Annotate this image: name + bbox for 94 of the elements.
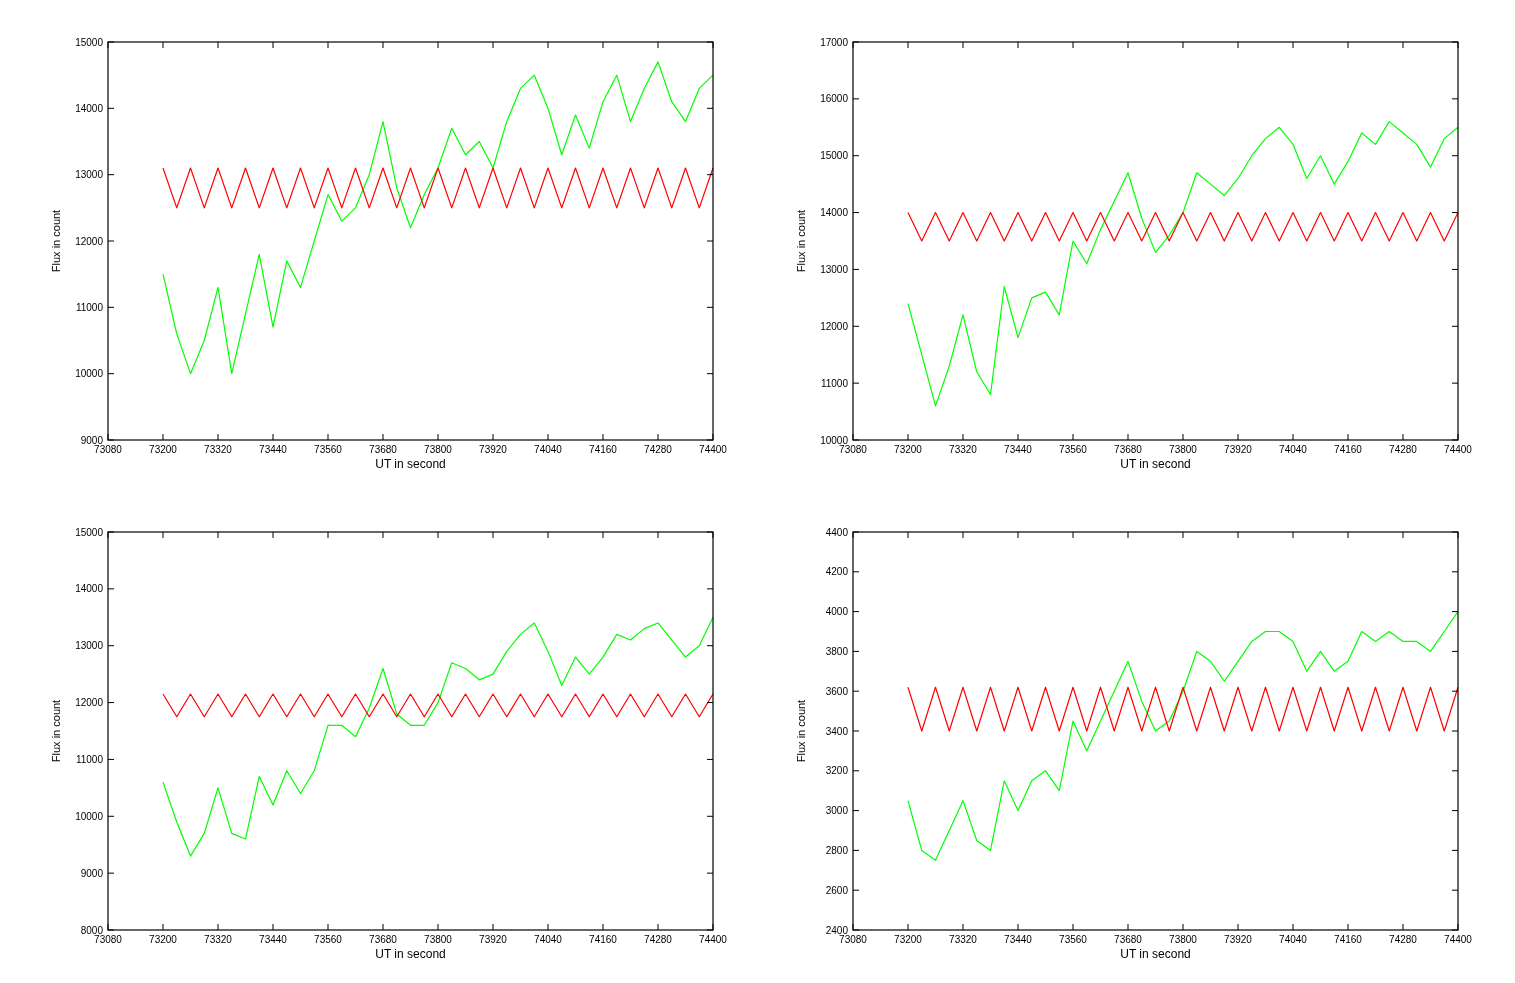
x-axis-title: UT in second [375,947,446,961]
x-tick-label: 74040 [1279,444,1308,455]
y-tick-label: 17000 [820,36,849,48]
y-tick-label: 2400 [825,924,849,936]
x-tick-label: 73680 [369,934,398,945]
x-tick-label: 73680 [369,444,398,455]
x-tick-label: 73320 [949,444,978,455]
x-tick-label: 74160 [1334,444,1363,455]
line-series [907,121,1459,407]
y-tick-label: 15000 [75,526,104,538]
x-axis-title: UT in second [1120,457,1191,471]
y-tick-label: 12000 [75,697,104,709]
y-tick-label: 2800 [825,844,849,856]
y-tick-label: 12000 [75,235,104,247]
x-tick-label: 73200 [149,934,178,945]
y-tick-label: 4200 [825,566,849,578]
y-tick-label: 13000 [820,263,849,275]
x-tick-label: 73920 [479,444,508,455]
x-tick-label: 73320 [949,934,978,945]
x-tick-label: 73200 [149,444,178,455]
x-tick-label: 73200 [894,934,923,945]
y-tick-label: 16000 [820,93,849,105]
x-tick-label: 73440 [1004,444,1033,455]
y-tick-label: 4400 [825,526,849,538]
y-tick-label: 14000 [75,583,104,595]
x-tick-label: 73080 [839,934,868,945]
x-tick-label: 73440 [259,444,288,455]
x-tick-label: 73080 [839,444,868,455]
x-axis-title: UT in second [1120,947,1191,961]
x-tick-label: 73080 [94,934,123,945]
x-tick-label: 73440 [259,934,288,945]
y-tick-label: 14000 [75,102,104,114]
x-tick-label: 73080 [94,444,123,455]
x-tick-label: 74280 [644,934,673,945]
x-tick-label: 74040 [1279,934,1308,945]
line-series [907,611,1459,861]
x-tick-label: 74400 [699,444,728,455]
x-tick-label: 73920 [1224,934,1253,945]
y-tick-label: 11000 [75,301,104,313]
line-series [162,616,714,857]
y-tick-label: 3600 [825,685,849,697]
x-tick-label: 74400 [699,934,728,945]
y-tick-label: 13000 [75,169,104,181]
x-tick-label: 73680 [1114,444,1143,455]
x-tick-label: 73440 [1004,934,1033,945]
y-tick-label: 3200 [825,765,849,777]
x-tick-label: 73800 [1169,444,1198,455]
x-tick-label: 74160 [1334,934,1363,945]
y-tick-label: 11000 [75,753,104,765]
y-tick-label: 10000 [75,810,104,822]
y-tick-label: 2600 [825,884,849,896]
x-tick-label: 73800 [1169,934,1198,945]
y-tick-label: 8000 [80,924,104,936]
x-tick-label: 73560 [314,444,343,455]
y-tick-label: 3400 [825,725,849,737]
x-tick-label: 74280 [644,444,673,455]
y-tick-label: 9000 [80,867,104,879]
x-tick-label: 73920 [1224,444,1253,455]
y-tick-label: 15000 [820,150,849,162]
x-tick-label: 74280 [1389,934,1418,945]
x-tick-label: 73560 [314,934,343,945]
x-tick-label: 74160 [589,934,618,945]
x-tick-label: 74400 [1444,444,1473,455]
y-axis-title: Flux in count [50,209,62,273]
x-tick-label: 73560 [1059,444,1088,455]
y-tick-label: 12000 [820,320,849,332]
x-tick-label: 74280 [1389,444,1418,455]
y-axis-title: Flux in count [795,699,807,763]
x-tick-label: 74400 [1444,934,1473,945]
x-tick-label: 74040 [534,934,563,945]
x-tick-label: 73920 [479,934,508,945]
x-tick-label: 73200 [894,444,923,455]
y-tick-label: 3800 [825,645,849,657]
y-tick-label: 3000 [825,805,849,817]
y-axis-title: Flux in count [50,699,62,763]
x-tick-label: 73560 [1059,934,1088,945]
x-axis-title: UT in second [375,457,446,471]
y-tick-label: 14000 [820,207,849,219]
y-tick-label: 4000 [825,606,849,618]
x-tick-label: 74160 [589,444,618,455]
x-tick-label: 73320 [204,934,233,945]
y-axis-title: Flux in count [795,209,807,273]
line-series [162,61,714,375]
y-tick-label: 15000 [75,36,104,48]
x-tick-label: 73680 [1114,934,1143,945]
x-tick-label: 73800 [424,444,453,455]
x-tick-label: 73800 [424,934,453,945]
y-tick-label: 9000 [80,434,104,446]
y-tick-label: 13000 [75,640,104,652]
y-tick-label: 10000 [820,434,849,446]
x-tick-label: 73320 [204,444,233,455]
y-tick-label: 10000 [75,368,104,380]
y-tick-label: 11000 [820,377,849,389]
x-tick-label: 74040 [534,444,563,455]
